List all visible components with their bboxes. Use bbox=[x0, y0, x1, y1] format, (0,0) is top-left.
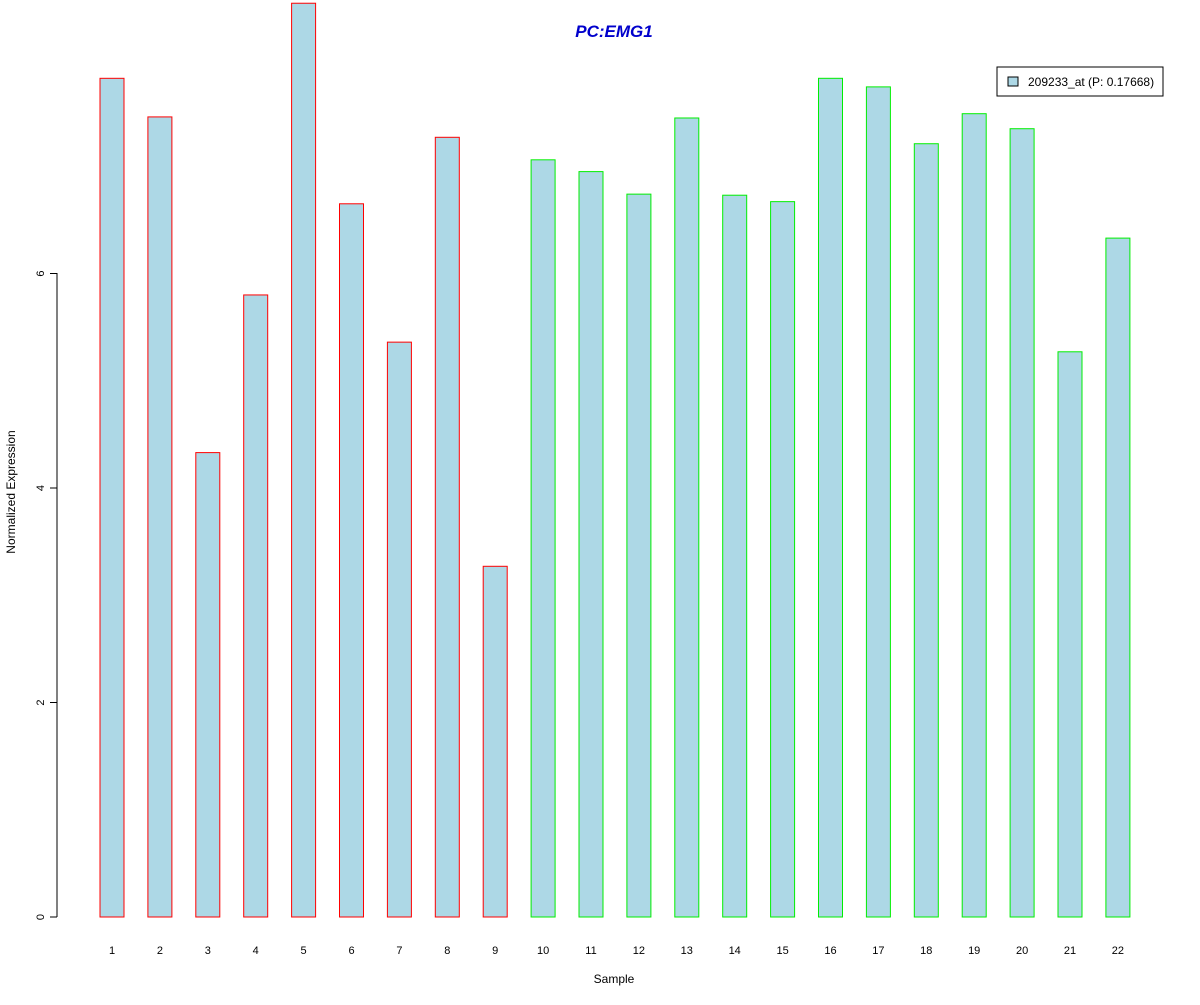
y-tick-label: 6 bbox=[35, 270, 47, 276]
x-tick-label: 11 bbox=[585, 945, 596, 957]
bar-sample-1 bbox=[99, 77, 125, 918]
bar-sample-12 bbox=[626, 193, 652, 918]
bar-sample-5 bbox=[291, 2, 317, 918]
x-tick-label: 17 bbox=[872, 945, 884, 957]
bars-group bbox=[99, 2, 1131, 918]
x-tick-label: 18 bbox=[920, 945, 932, 957]
x-tick-label: 15 bbox=[776, 945, 788, 957]
x-tick-label: 16 bbox=[824, 945, 836, 957]
bar-sample-7 bbox=[386, 341, 412, 918]
x-tick-label: 7 bbox=[396, 945, 402, 957]
bar-sample-16 bbox=[818, 77, 843, 918]
y-tick-label: 4 bbox=[35, 485, 47, 491]
x-tick-label: 1 bbox=[109, 945, 115, 957]
x-tick-label: 3 bbox=[205, 945, 211, 957]
bar-sample-3 bbox=[195, 452, 221, 918]
bar-sample-4 bbox=[243, 294, 269, 918]
bar-sample-9 bbox=[482, 565, 508, 918]
bar-sample-8 bbox=[434, 136, 460, 918]
x-tick-label: 5 bbox=[301, 945, 307, 957]
bar-sample-13 bbox=[674, 117, 700, 918]
y-axis-ticks: 0 2 4 6 bbox=[35, 270, 57, 920]
legend-swatch bbox=[1007, 76, 1019, 87]
x-tick-label: 8 bbox=[444, 945, 450, 957]
y-axis-label: Normalized Expression bbox=[4, 430, 18, 553]
x-tick-label: 21 bbox=[1064, 945, 1076, 957]
bar-sample-2 bbox=[147, 116, 173, 918]
bar-sample-20 bbox=[1009, 128, 1035, 918]
x-axis-label: Sample bbox=[594, 972, 635, 986]
x-tick-label: 20 bbox=[1016, 945, 1028, 957]
x-tick-label: 10 bbox=[537, 945, 549, 957]
chart-title: PC:EMG1 bbox=[575, 22, 652, 41]
legend-label: 209233_at (P: 0.17668) bbox=[1028, 75, 1154, 89]
x-tick-label: 2 bbox=[157, 945, 163, 957]
x-tick-label: 6 bbox=[348, 945, 354, 957]
y-tick-label: 2 bbox=[35, 699, 47, 705]
bar-sample-6 bbox=[339, 203, 364, 918]
legend: 209233_at (P: 0.17668) bbox=[996, 66, 1164, 97]
x-tick-label: 12 bbox=[633, 945, 645, 957]
bar-sample-21 bbox=[1057, 351, 1083, 918]
bar-sample-15 bbox=[770, 201, 796, 918]
y-tick-label: 0 bbox=[35, 914, 47, 920]
legend-box bbox=[996, 66, 1164, 97]
x-tick-label: 9 bbox=[492, 945, 498, 957]
x-tick-label: 19 bbox=[968, 945, 980, 957]
x-tick-label: 4 bbox=[253, 945, 259, 957]
x-tick-label: 14 bbox=[729, 945, 741, 957]
bar-sample-14 bbox=[722, 194, 748, 918]
bar-sample-17 bbox=[865, 86, 891, 918]
x-axis-tick-labels: 1 2 3 4 5 6 7 8 9 10 11 12 13 14 15 16 17 18 19 20 21 22 bbox=[109, 945, 1124, 957]
bar-sample-22 bbox=[1105, 237, 1131, 918]
x-tick-label: 13 bbox=[681, 945, 693, 957]
bar-sample-10 bbox=[530, 159, 556, 918]
bar-sample-19 bbox=[961, 113, 987, 918]
x-tick-label: 22 bbox=[1112, 945, 1124, 957]
bar-sample-18 bbox=[913, 143, 939, 918]
bar-sample-11 bbox=[578, 171, 604, 918]
